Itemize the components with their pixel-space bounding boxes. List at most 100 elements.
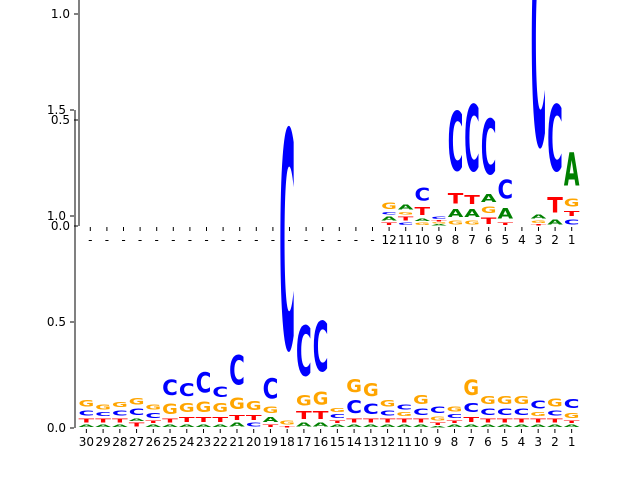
logo-letter-C: C: [296, 313, 312, 393]
logo-letter-T: T: [564, 420, 581, 424]
logo-letter-G: G: [396, 411, 412, 417]
logo-letter-G: G: [313, 389, 329, 409]
logo-letter-A: A: [296, 422, 312, 429]
logo-letter-A: A: [431, 224, 447, 226]
x-tick-label: 27: [129, 435, 144, 449]
x-tick-label: 17: [296, 435, 311, 449]
logo-letter-G: G: [463, 375, 479, 400]
logo-panel-top: 0.00.51.01.5------------------1211109876…: [51, 0, 580, 247]
x-tick-label: 12: [380, 435, 395, 449]
y-tick-label: 1.5: [47, 103, 66, 117]
logo-letter-G: G: [346, 376, 362, 396]
logo-letter-G: G: [448, 220, 464, 226]
y-tick-label: 1.0: [51, 7, 70, 21]
logo-letter-C: C: [396, 403, 412, 412]
logo-letter-A: A: [95, 424, 112, 428]
logo-letter-A: A: [547, 218, 563, 227]
x-tick-label: 11: [397, 435, 412, 449]
logo-letter-A: A: [212, 424, 229, 428]
logo-letter-T: T: [413, 417, 430, 423]
logo-letter-C: C: [363, 401, 379, 418]
logo-letter-G: G: [279, 420, 295, 426]
logo-letter-A: A: [481, 192, 497, 205]
logo-letter-G: G: [530, 411, 546, 417]
x-tick-label: 4: [518, 435, 526, 449]
x-tick-label: 25: [162, 435, 177, 449]
logo-letter-T: T: [415, 205, 432, 218]
logo-letter-T: T: [313, 409, 330, 422]
logo-letter-C: C: [547, 409, 563, 418]
logo-letter-A: A: [381, 216, 397, 222]
logo-letter-C: C: [447, 413, 463, 420]
logo-letter-A: A: [430, 426, 447, 428]
logo-letter-A: A: [263, 415, 279, 424]
logo-letter-C: C: [330, 413, 346, 420]
x-tick-label: -: [304, 233, 308, 247]
x-tick-label: -: [138, 233, 142, 247]
logo-letter-A: A: [229, 422, 245, 429]
logo-letter-C: C: [530, 399, 546, 412]
logo-letter-A: A: [145, 424, 162, 428]
logo-letter-C: C: [431, 215, 447, 219]
x-tick-label: 19: [263, 435, 278, 449]
x-tick-label: -: [221, 233, 225, 247]
x-tick-label: 29: [95, 435, 110, 449]
logo-letter-G: G: [129, 396, 145, 407]
x-tick-label: 8: [452, 233, 460, 247]
x-tick-label: 8: [451, 435, 459, 449]
logo-letter-G: G: [212, 401, 228, 416]
x-tick-label: -: [254, 233, 258, 247]
logo-letter-T: T: [514, 417, 531, 423]
x-tick-label: 22: [213, 435, 228, 449]
x-tick-label: 13: [363, 435, 378, 449]
logo-letter-G: G: [431, 222, 447, 224]
y-tick-label: 0.0: [51, 219, 70, 233]
logo-letter-C: C: [547, 86, 563, 192]
logo-letter-T: T: [196, 416, 212, 424]
x-tick-label: -: [370, 233, 374, 247]
logo-letter-C: C: [95, 411, 111, 418]
x-tick-label: 3: [535, 233, 543, 247]
logo-letter-A: A: [162, 424, 179, 428]
logo-letter-G: G: [514, 394, 530, 407]
logo-letter-A: A: [514, 424, 531, 428]
logo-letter-C: C: [179, 380, 195, 401]
x-tick-label: -: [287, 233, 291, 247]
logo-letter-C: C: [415, 184, 431, 205]
logo-letter-C: C: [481, 104, 497, 193]
x-tick-label: -: [354, 233, 358, 247]
logo-letter-C: C: [381, 211, 397, 215]
x-tick-label: 4: [518, 233, 526, 247]
logo-letter-T: T: [381, 222, 398, 226]
logo-letter-T: T: [531, 224, 547, 226]
logo-letter-A: A: [497, 424, 514, 428]
logo-letter-A: A: [547, 424, 564, 428]
logo-letter-A: A: [346, 424, 363, 428]
logo-letter-A: A: [463, 424, 480, 428]
x-tick-label: 2: [551, 435, 559, 449]
x-tick-label: 6: [485, 233, 493, 247]
logo-letter-G: G: [480, 394, 496, 407]
x-tick-label: -: [105, 233, 109, 247]
logo-letter-A: A: [196, 424, 213, 428]
logo-letter-T: T: [498, 222, 515, 226]
logo-letter-C: C: [246, 421, 262, 428]
logo-letter-A: A: [129, 418, 146, 422]
logo-letter-G: G: [246, 398, 262, 413]
logo-letter-C: C: [145, 411, 161, 420]
x-tick-label: 10: [413, 435, 428, 449]
y-tick-label: 0.0: [47, 421, 66, 435]
logo-letter-C: C: [564, 217, 580, 226]
logo-letter-T: T: [363, 417, 380, 423]
logo-letter-A: A: [398, 203, 414, 212]
logo-letter-T: T: [398, 216, 415, 222]
logo-letter-T: T: [246, 414, 262, 422]
logo-letter-G: G: [196, 399, 212, 416]
logo-letter-A: A: [530, 424, 547, 428]
logo-letter-T: T: [179, 416, 195, 424]
logo-letter-T: T: [296, 409, 313, 422]
logo-panel-bottom: 0.00.51.01.530 29 28 27 26 25 24 23 22 21 20 19 18 17…: [47, 70, 581, 449]
logo-letter-G: G: [95, 403, 111, 411]
logo-letter-T: T: [263, 424, 280, 428]
